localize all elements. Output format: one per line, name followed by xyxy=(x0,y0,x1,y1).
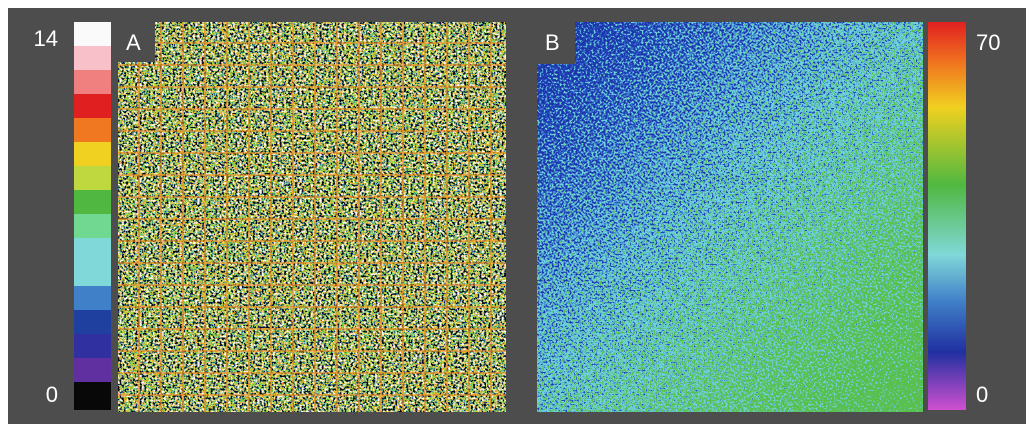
panel-label: A xyxy=(126,30,141,55)
colorbar-max-label: 70 xyxy=(976,30,1000,55)
map-a xyxy=(118,22,506,412)
map-b xyxy=(537,22,923,412)
colorbar-min-label: 0 xyxy=(46,382,58,407)
colorbar-max-label: 14 xyxy=(34,26,58,51)
colorbar-b xyxy=(928,22,966,410)
panel-label: B xyxy=(545,30,560,55)
colorbar-min-label: 0 xyxy=(976,382,988,407)
colorbar-a xyxy=(74,22,111,410)
